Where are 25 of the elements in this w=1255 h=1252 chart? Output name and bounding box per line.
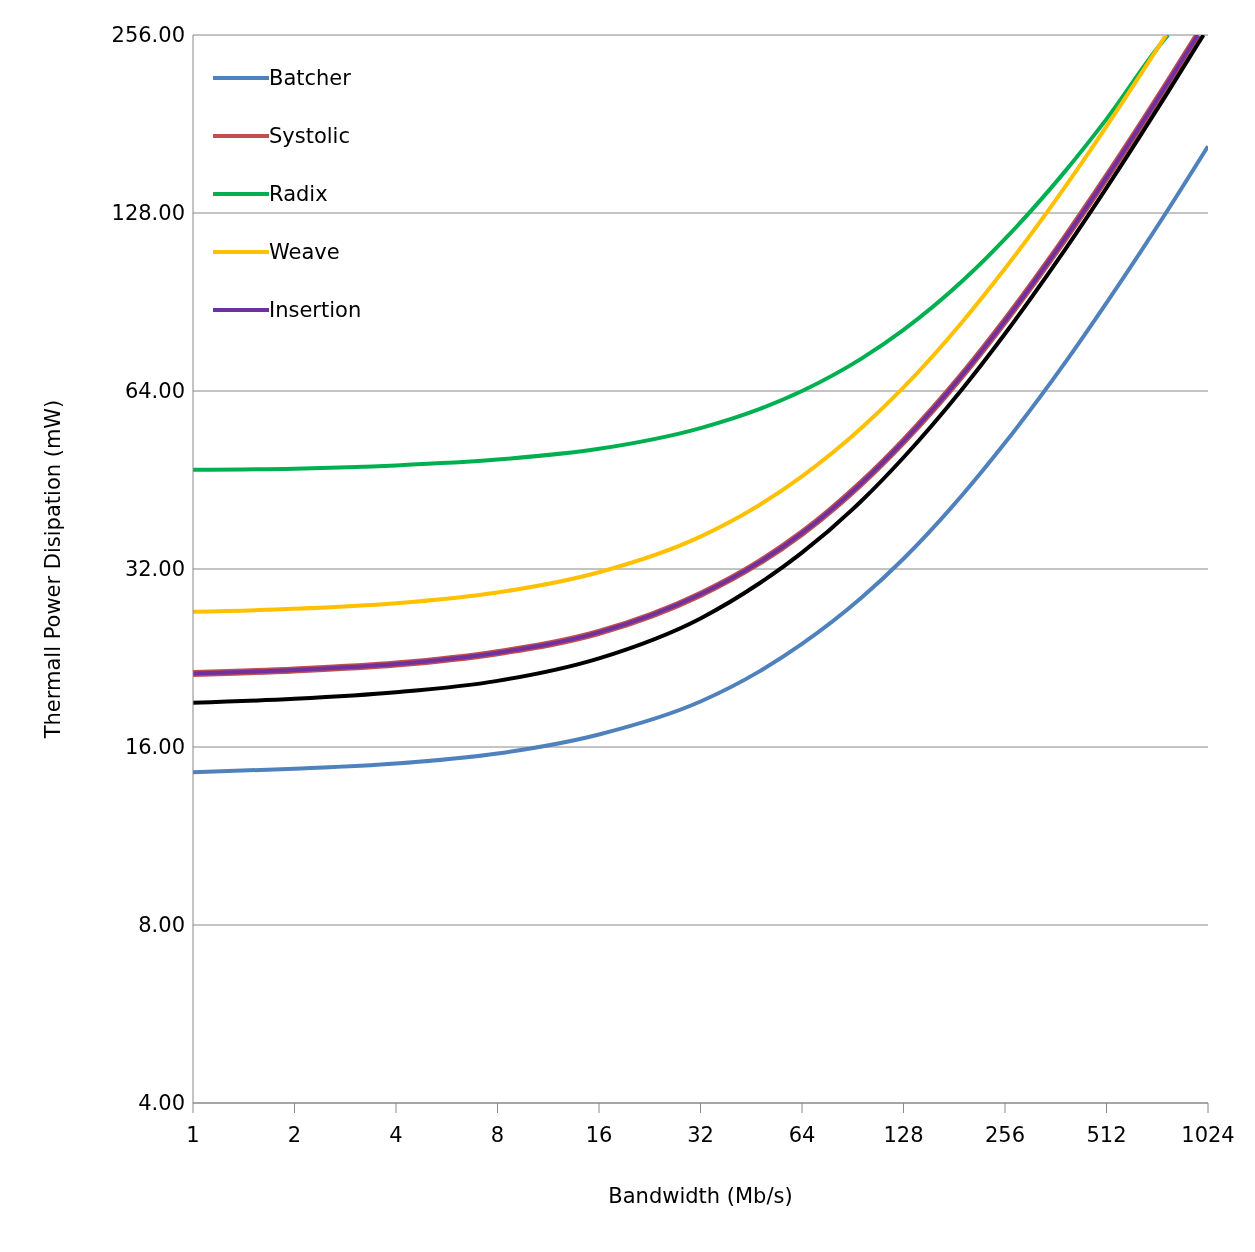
legend-label: Batcher [269,66,351,90]
legend-label: Insertion [269,298,362,322]
x-tick-label: 2 [287,1122,302,1147]
x-tick-label: 4 [389,1122,403,1147]
legend-label: Systolic [269,124,350,148]
x-tick-label: 32 [687,1122,714,1147]
y-tick-label: 128.00 [111,201,185,226]
y-tick-label: 256.00 [111,23,185,48]
x-tick-label: 512 [1086,1122,1127,1147]
y-tick-label: 16.00 [124,735,185,760]
x-tick-label: 8 [490,1122,505,1147]
y-tick-label: 8.00 [138,913,185,938]
y-tick-label: 4.00 [138,1091,185,1116]
y-tick-label: 32.00 [124,557,185,582]
x-tick-label: 64 [788,1122,816,1147]
x-tick-label: 1 [186,1122,200,1147]
y-tick-label: 64.00 [124,379,185,404]
x-tick-label: 1024 [1181,1122,1235,1147]
legend-label: Weave [269,240,340,264]
y-axis-title: Thermall Power Disipation (mW) [41,399,66,740]
x-tick-label: 128 [883,1122,924,1147]
legend-label: Radix [269,182,328,206]
x-axis-title: Bandwidth (Mb/s) [608,1184,793,1208]
x-tick-label: 256 [984,1122,1026,1147]
x-tick-label: 16 [585,1122,613,1147]
